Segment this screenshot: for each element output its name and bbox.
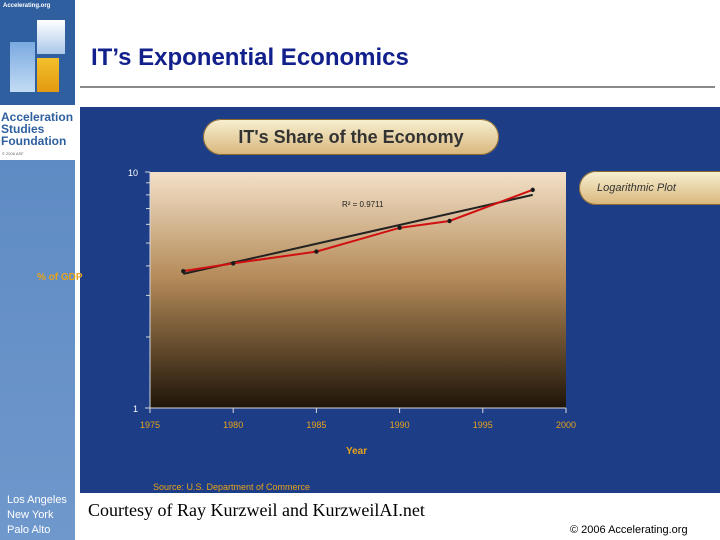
- logo-block-orange: [37, 58, 59, 92]
- header-divider: [80, 86, 715, 88]
- data-point: [181, 268, 186, 274]
- y-axis-label: % of GDP: [37, 272, 83, 283]
- series-points: [181, 187, 535, 274]
- x-axis-label: Year: [346, 446, 367, 457]
- credit-text: Courtesy of Ray Kurzweil and KurzweilAI.…: [88, 500, 425, 520]
- logo-copyright: © 2006 ASF: [2, 151, 24, 156]
- x-tick-label: 1985: [306, 420, 326, 430]
- copyright-text: © 2006 Accelerating.org: [570, 524, 688, 536]
- data-point: [447, 218, 452, 224]
- data-point: [397, 225, 402, 231]
- x-tick-label: 2000: [556, 420, 576, 430]
- office-cities: Los Angeles New York Palo Alto: [7, 494, 67, 536]
- r-squared-label: R² = 0.9711: [342, 200, 384, 209]
- x-tick-label: 1980: [223, 420, 243, 430]
- plot-area: [150, 172, 566, 408]
- logo-text-box: Acceleration Studies Foundation © 2006 A…: [0, 105, 75, 160]
- logo-name: Acceleration Studies Foundation: [1, 110, 74, 148]
- logo-graphic: Accelerating.org: [0, 0, 75, 105]
- logo-block-white: [37, 20, 65, 54]
- x-ticks: 1975 1980 1985 1990 1995 2000: [140, 408, 576, 430]
- page-title: IT’s Exponential Economics: [91, 44, 409, 71]
- y-tick-label: 1: [133, 404, 138, 414]
- sidebar: Accelerating.org Acceleration Studies Fo…: [0, 0, 75, 540]
- x-tick-label: 1990: [390, 420, 410, 430]
- trendline: [183, 193, 533, 275]
- x-tick-label: 1975: [140, 420, 160, 430]
- series-line: [183, 188, 534, 273]
- chart-title: IT's Share of the Economy: [203, 119, 499, 155]
- x-tick-label: 1995: [473, 420, 493, 430]
- data-point: [530, 187, 535, 193]
- logo-url: Accelerating.org: [3, 3, 51, 9]
- data-point: [231, 261, 236, 266]
- log-plot-badge: Logarithmic Plot: [579, 171, 720, 205]
- y-minor-ticks: [146, 182, 150, 338]
- y-tick-label: 10: [128, 168, 138, 178]
- logo-block-blue: [10, 42, 35, 92]
- source-label: Source: U.S. Department of Commerce: [153, 482, 310, 492]
- data-point: [314, 249, 319, 254]
- y-tick-labels: 1 10: [128, 168, 150, 414]
